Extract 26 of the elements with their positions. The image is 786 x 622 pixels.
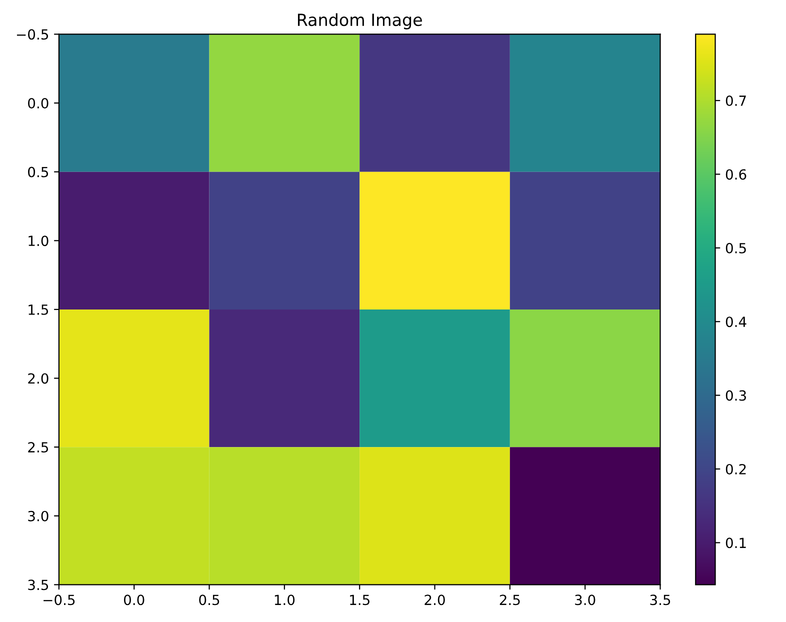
y-tick-label: 2.0 [28, 373, 48, 384]
y-tick-label: 3.5 [28, 580, 48, 590]
x-tick-label: 1.5 [350, 594, 370, 606]
x-tick-label: 0.5 [199, 594, 220, 606]
y-tick-label: 2.5 [28, 442, 48, 453]
x-tick-label: 2.5 [500, 594, 520, 606]
color-bar-label: 0.3 [726, 390, 746, 401]
color-bar-label: 0.5 [726, 242, 746, 254]
color-bar-label: 0.2 [726, 464, 746, 474]
color-bar-label: 0.1 [726, 538, 746, 548]
y-tick-label: 0.5 [28, 166, 48, 178]
x-tick-label: 3.5 [650, 594, 670, 606]
color-bar-label: 0.7 [726, 96, 746, 106]
x-tick-label: 2.0 [424, 594, 445, 606]
y-tick-label: 1.5 [28, 304, 48, 315]
x-tick-label: 1.0 [274, 594, 295, 606]
x-tick-label: −0.5 [44, 594, 75, 606]
y-tick-label: −0.5 [16, 29, 48, 40]
x-tick-label: 3.0 [575, 594, 596, 606]
y-tick-label: 1.0 [28, 236, 48, 246]
y-tick-label: 0.0 [28, 98, 48, 108]
x-tick-label: 0.0 [124, 594, 144, 606]
color-bar-label: 0.4 [726, 316, 746, 328]
y-tick-label: 3.0 [28, 510, 48, 522]
chart-title: Random Image [298, 13, 422, 30]
color-bar-label: 0.6 [726, 169, 746, 180]
